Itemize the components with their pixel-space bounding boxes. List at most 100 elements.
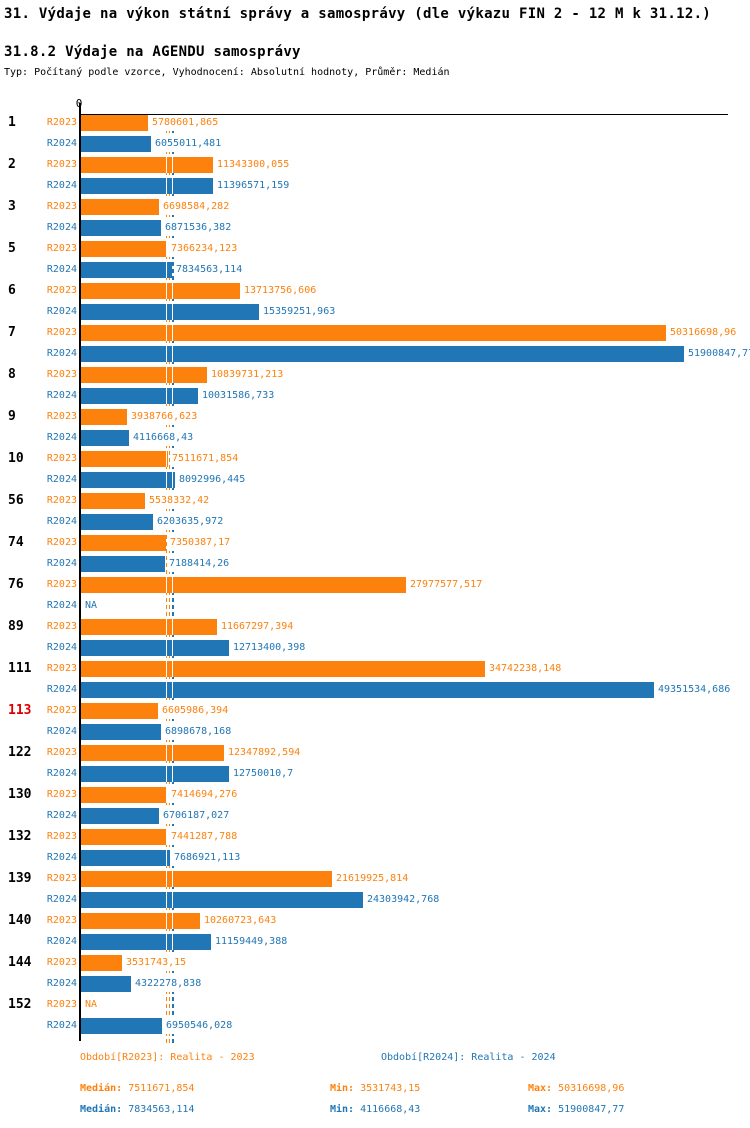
na-label-r2024: NA bbox=[83, 598, 100, 614]
category-label: 144 bbox=[8, 955, 32, 970]
stat-median-r2023: Medián: 7511671,854 bbox=[80, 1083, 194, 1094]
stat-median-r2024-label: Medián: bbox=[80, 1104, 123, 1115]
bar-r2024 bbox=[81, 514, 153, 530]
value-label-r2024: 7834563,114 bbox=[174, 262, 245, 278]
value-label-r2023: 5538332,42 bbox=[147, 493, 212, 509]
series-label-r2023: R2023 bbox=[46, 537, 77, 548]
category-label: 8 bbox=[8, 367, 16, 382]
x-axis-line bbox=[79, 114, 728, 115]
series-label-r2023: R2023 bbox=[46, 453, 77, 464]
stat-median-r2023-label: Medián: bbox=[80, 1083, 123, 1094]
series-label-r2023: R2023 bbox=[46, 243, 77, 254]
value-label-r2023: 7414694,276 bbox=[169, 787, 240, 803]
series-label-r2024: R2024 bbox=[46, 642, 77, 653]
category-label: 3 bbox=[8, 199, 16, 214]
value-label-r2023: 7441287,788 bbox=[169, 829, 240, 845]
bar-r2024 bbox=[81, 640, 229, 656]
category-label: 76 bbox=[8, 577, 24, 592]
bar-r2023 bbox=[81, 367, 207, 383]
bar-r2024 bbox=[81, 934, 211, 950]
chart-subtitle: 31.8.2 Výdaje na AGENDU samosprávy bbox=[4, 44, 301, 60]
series-label-r2024: R2024 bbox=[46, 432, 77, 443]
series-label-r2024: R2024 bbox=[46, 558, 77, 569]
value-label-r2023: 12347892,594 bbox=[226, 745, 303, 761]
series-label-r2024: R2024 bbox=[46, 1020, 77, 1031]
series-label-r2024: R2024 bbox=[46, 222, 77, 233]
category-label: 9 bbox=[8, 409, 16, 424]
series-label-r2023: R2023 bbox=[46, 369, 77, 380]
value-label-r2023: 6605986,394 bbox=[160, 703, 231, 719]
bar-r2023 bbox=[81, 283, 240, 299]
category-label: 10 bbox=[8, 451, 24, 466]
bar-r2024 bbox=[81, 346, 684, 362]
stat-max-r2023: Max: 50316698,96 bbox=[528, 1083, 624, 1094]
stat-min-r2023-label: Min: bbox=[330, 1083, 355, 1094]
bar-r2023 bbox=[81, 619, 217, 635]
bar-r2023 bbox=[81, 115, 148, 131]
bar-r2023 bbox=[81, 493, 145, 509]
value-label-r2024: 49351534,686 bbox=[656, 682, 733, 698]
value-label-r2023: 34742238,148 bbox=[487, 661, 564, 677]
value-label-r2024: 4322278,838 bbox=[133, 976, 204, 992]
stat-median-r2024-value: 7834563,114 bbox=[128, 1104, 195, 1115]
series-label-r2024: R2024 bbox=[46, 684, 77, 695]
value-label-r2023: 7511671,854 bbox=[170, 451, 241, 467]
value-label-r2023: 5780601,865 bbox=[150, 115, 221, 131]
stat-max-r2023-value: 50316698,96 bbox=[558, 1083, 625, 1094]
category-label: 111 bbox=[8, 661, 32, 676]
y-axis-line bbox=[79, 103, 81, 1041]
series-label-r2023: R2023 bbox=[46, 663, 77, 674]
value-label-r2023: 21619925,814 bbox=[334, 871, 411, 887]
stat-min-r2023-value: 3531743,15 bbox=[360, 1083, 421, 1094]
bar-r2024 bbox=[81, 766, 229, 782]
bar-r2023 bbox=[81, 451, 168, 467]
bar-r2023 bbox=[81, 829, 167, 845]
value-label-r2024: 51900847,77 bbox=[686, 346, 750, 362]
stat-min-r2023: Min: 3531743,15 bbox=[330, 1083, 420, 1094]
category-label: 152 bbox=[8, 997, 32, 1012]
bar-r2023 bbox=[81, 157, 213, 173]
stat-median-r2024: Medián: 7834563,114 bbox=[80, 1104, 194, 1115]
series-label-r2023: R2023 bbox=[46, 621, 77, 632]
category-label: 1 bbox=[8, 115, 16, 130]
series-label-r2024: R2024 bbox=[46, 474, 77, 485]
category-label: 7 bbox=[8, 325, 16, 340]
bar-r2023 bbox=[81, 787, 167, 803]
series-label-r2023: R2023 bbox=[46, 789, 77, 800]
series-label-r2023: R2023 bbox=[46, 747, 77, 758]
value-label-r2024: 24303942,768 bbox=[365, 892, 442, 908]
series-label-r2023: R2023 bbox=[46, 159, 77, 170]
stat-max-r2024-label: Max: bbox=[528, 1104, 553, 1115]
stat-max-r2024-value: 51900847,77 bbox=[558, 1104, 625, 1115]
value-label-r2023: 6698584,282 bbox=[161, 199, 232, 215]
bar-r2023 bbox=[81, 661, 485, 677]
series-label-r2023: R2023 bbox=[46, 705, 77, 716]
series-label-r2024: R2024 bbox=[46, 516, 77, 527]
category-label: 56 bbox=[8, 493, 24, 508]
bar-r2024 bbox=[81, 178, 213, 194]
category-label: 130 bbox=[8, 787, 32, 802]
series-label-r2023: R2023 bbox=[46, 285, 77, 296]
stat-min-r2024-label: Min: bbox=[330, 1104, 355, 1115]
bar-r2024 bbox=[81, 430, 129, 446]
series-label-r2024: R2024 bbox=[46, 936, 77, 947]
category-label: 122 bbox=[8, 745, 32, 760]
value-label-r2023: 3938766,623 bbox=[129, 409, 200, 425]
bar-r2023 bbox=[81, 703, 158, 719]
stat-median-r2023-value: 7511671,854 bbox=[128, 1083, 195, 1094]
category-label: 140 bbox=[8, 913, 32, 928]
chart-meta-line: Typ: Počítaný podle vzorce, Vyhodnocení:… bbox=[4, 67, 450, 78]
value-label-r2024: 12750010,7 bbox=[231, 766, 296, 782]
value-label-r2023: 10839731,213 bbox=[209, 367, 286, 383]
legend-period-r2023: Období[R2023]: Realita - 2023 bbox=[80, 1052, 255, 1063]
category-label: 132 bbox=[8, 829, 32, 844]
series-label-r2024: R2024 bbox=[46, 894, 77, 905]
bar-r2024 bbox=[81, 472, 175, 488]
value-label-r2024: 15359251,963 bbox=[261, 304, 338, 320]
value-label-r2024: 6706187,027 bbox=[161, 808, 232, 824]
series-label-r2023: R2023 bbox=[46, 957, 77, 968]
bar-r2024 bbox=[81, 220, 161, 236]
series-label-r2024: R2024 bbox=[46, 978, 77, 989]
bar-r2023 bbox=[81, 409, 127, 425]
category-label: 2 bbox=[8, 157, 16, 172]
